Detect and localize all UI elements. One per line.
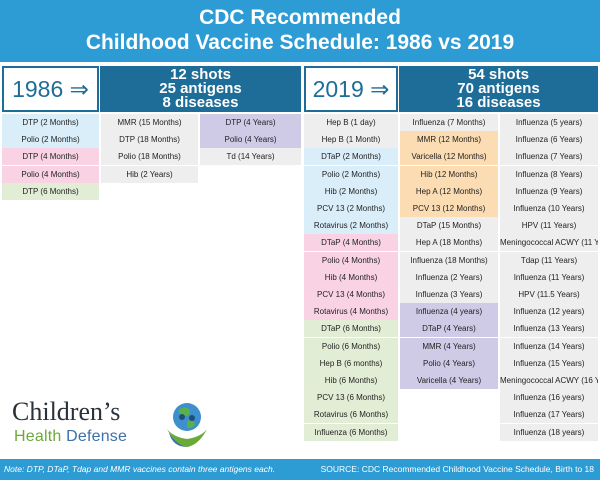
vaccine-cell: Influenza (14 Years) [500, 337, 598, 355]
header-banner: CDC Recommended Childhood Vaccine Schedu… [0, 0, 600, 62]
vaccine-cell: Influenza (3 Years) [400, 286, 498, 303]
vaccine-cell: Influenza (13 Years) [500, 320, 598, 338]
vaccine-cell: Influenza (8 Years) [500, 165, 598, 183]
vaccine-cell: PCV 13 (2 Months) [304, 200, 398, 217]
vaccine-cell: Polio (2 Months) [304, 165, 398, 183]
vaccine-cell: Influenza (11 Years) [500, 268, 598, 286]
vaccine-cell: Polio (4 Months) [304, 251, 398, 269]
vaccine-cell: MMR (12 Months) [400, 131, 498, 149]
vaccine-cell: Hep A (12 Months) [400, 182, 498, 200]
logo-line-2: Health Defense [14, 427, 127, 447]
vaccine-cell: Influenza (10 Years) [500, 200, 598, 217]
vaccine-cell: Rotavirus (2 Months) [304, 217, 398, 235]
vaccine-cell: Hib (2 Years) [101, 165, 198, 183]
vaccine-cell: MMR (4 Years) [400, 337, 498, 355]
vaccine-cell: Influenza (18 years) [500, 423, 598, 441]
vaccine-cell: Polio (6 Months) [304, 337, 398, 355]
stats-2019: 54 shots 70 antigens 16 diseases [399, 66, 598, 112]
vaccine-cell: DTP (4 Years) [200, 114, 301, 131]
vaccine-cell: Rotavirus (6 Months) [304, 406, 398, 424]
diseases-2019: 16 diseases [456, 94, 541, 111]
vaccine-cell: Rotavirus (4 Months) [304, 303, 398, 321]
title-line-2: Childhood Vaccine Schedule: 1986 vs 2019 [85, 31, 515, 54]
shots-1986: 12 shots [170, 66, 231, 83]
vaccine-cell: PCV 13 (6 Months) [304, 389, 398, 407]
stats-1986: 12 shots 25 antigens 8 diseases [100, 66, 301, 112]
vaccine-cell: Influenza (5 years) [500, 114, 598, 131]
vaccine-cell: Hib (12 Months) [400, 165, 498, 183]
year-1986-label: 1986 ⇒ [2, 66, 99, 112]
vaccine-cell: DTaP (6 Months) [304, 320, 398, 338]
vaccine-cell: Influenza (7 Years) [500, 148, 598, 166]
vaccine-cell: Influenza (9 Years) [500, 182, 598, 200]
vaccine-cell: Hep B (6 months) [304, 354, 398, 372]
vaccine-cell: Tdap (11 Years) [500, 251, 598, 269]
vaccine-cell: DTP (6 Months) [2, 182, 99, 200]
vaccine-cell: Hep A (18 Months) [400, 234, 498, 252]
childrens-health-defense-logo: Children’s Health Defense [12, 397, 212, 455]
vaccine-cell: DTaP (2 Months) [304, 148, 398, 166]
footer-note: Note: DTP, DTaP, Tdap and MMR vaccines c… [4, 464, 276, 474]
vaccine-cell: Hep B (1 Month) [304, 131, 398, 149]
shots-2019: 54 shots [468, 66, 529, 83]
vaccine-cell: Influenza (12 years) [500, 303, 598, 321]
vaccine-cell: Influenza (15 Years) [500, 354, 598, 372]
vaccine-cell: Meningococcal ACWY (11 Years) [500, 234, 598, 252]
vaccine-cell: Influenza (6 Months) [304, 423, 398, 441]
year-2019-label: 2019 ⇒ [304, 66, 398, 112]
vaccine-cell: Hib (2 Months) [304, 182, 398, 200]
vaccine-cell: Td (14 Years) [200, 148, 301, 166]
vaccine-cell: DTP (2 Months) [2, 114, 99, 131]
vaccine-cell: Polio (18 Months) [101, 148, 198, 166]
vaccine-cell: DTaP (4 Years) [400, 320, 498, 338]
vaccine-cell: Hib (4 Months) [304, 268, 398, 286]
title-line-1: CDC Recommended [199, 6, 401, 29]
vaccine-cell: Polio (4 Months) [2, 165, 99, 183]
vaccine-cell: Hep B (1 day) [304, 114, 398, 131]
vaccine-cell: Varicella (12 Months) [400, 148, 498, 166]
vaccine-cell: Hib (6 Months) [304, 372, 398, 389]
vaccine-cell: HPV (11 Years) [500, 217, 598, 235]
vaccine-cell: MMR (15 Months) [101, 114, 198, 131]
footer-source: SOURCE: CDC Recommended Childhood Vaccin… [320, 464, 594, 474]
vaccine-cell: Influenza (16 years) [500, 389, 598, 407]
vaccine-cell: DTP (18 Months) [101, 131, 198, 149]
vaccine-cell: Influenza (6 Years) [500, 131, 598, 149]
vaccine-cell: Influenza (18 Months) [400, 251, 498, 269]
logo-word-health: Health [14, 428, 62, 445]
vaccine-cell: HPV (11.5 Years) [500, 286, 598, 303]
vaccine-cell: Polio (4 Years) [400, 354, 498, 372]
vaccine-cell: DTaP (4 Months) [304, 234, 398, 252]
vaccine-cell: Influenza (2 Years) [400, 268, 498, 286]
vaccine-cell: Influenza (17 Years) [500, 406, 598, 424]
vaccine-cell: PCV 13 (4 Months) [304, 286, 398, 303]
vaccine-cell: Varicella (4 Years) [400, 372, 498, 389]
antigens-2019: 70 antigens [457, 80, 540, 97]
diseases-1986: 8 diseases [162, 94, 239, 111]
antigens-1986: 25 antigens [159, 80, 242, 97]
vaccine-cell: Polio (4 Years) [200, 131, 301, 149]
vaccine-cell: Influenza (7 Months) [400, 114, 498, 131]
vaccine-cell: PCV 13 (12 Months) [400, 200, 498, 217]
logo-word-defense: Defense [61, 428, 128, 445]
vaccine-cell: Meningococcal ACWY (16 Years) [500, 372, 598, 389]
footer-bar: Note: DTP, DTaP, Tdap and MMR vaccines c… [0, 459, 600, 480]
vaccine-cell: DTaP (15 Months) [400, 217, 498, 235]
logo-line-1: Children’s [12, 397, 121, 426]
vaccine-cell: Polio (2 Months) [2, 131, 99, 149]
globe-hands-icon [167, 403, 207, 447]
vaccine-cell: Influenza (4 years) [400, 303, 498, 321]
vaccine-cell: DTP (4 Months) [2, 148, 99, 166]
